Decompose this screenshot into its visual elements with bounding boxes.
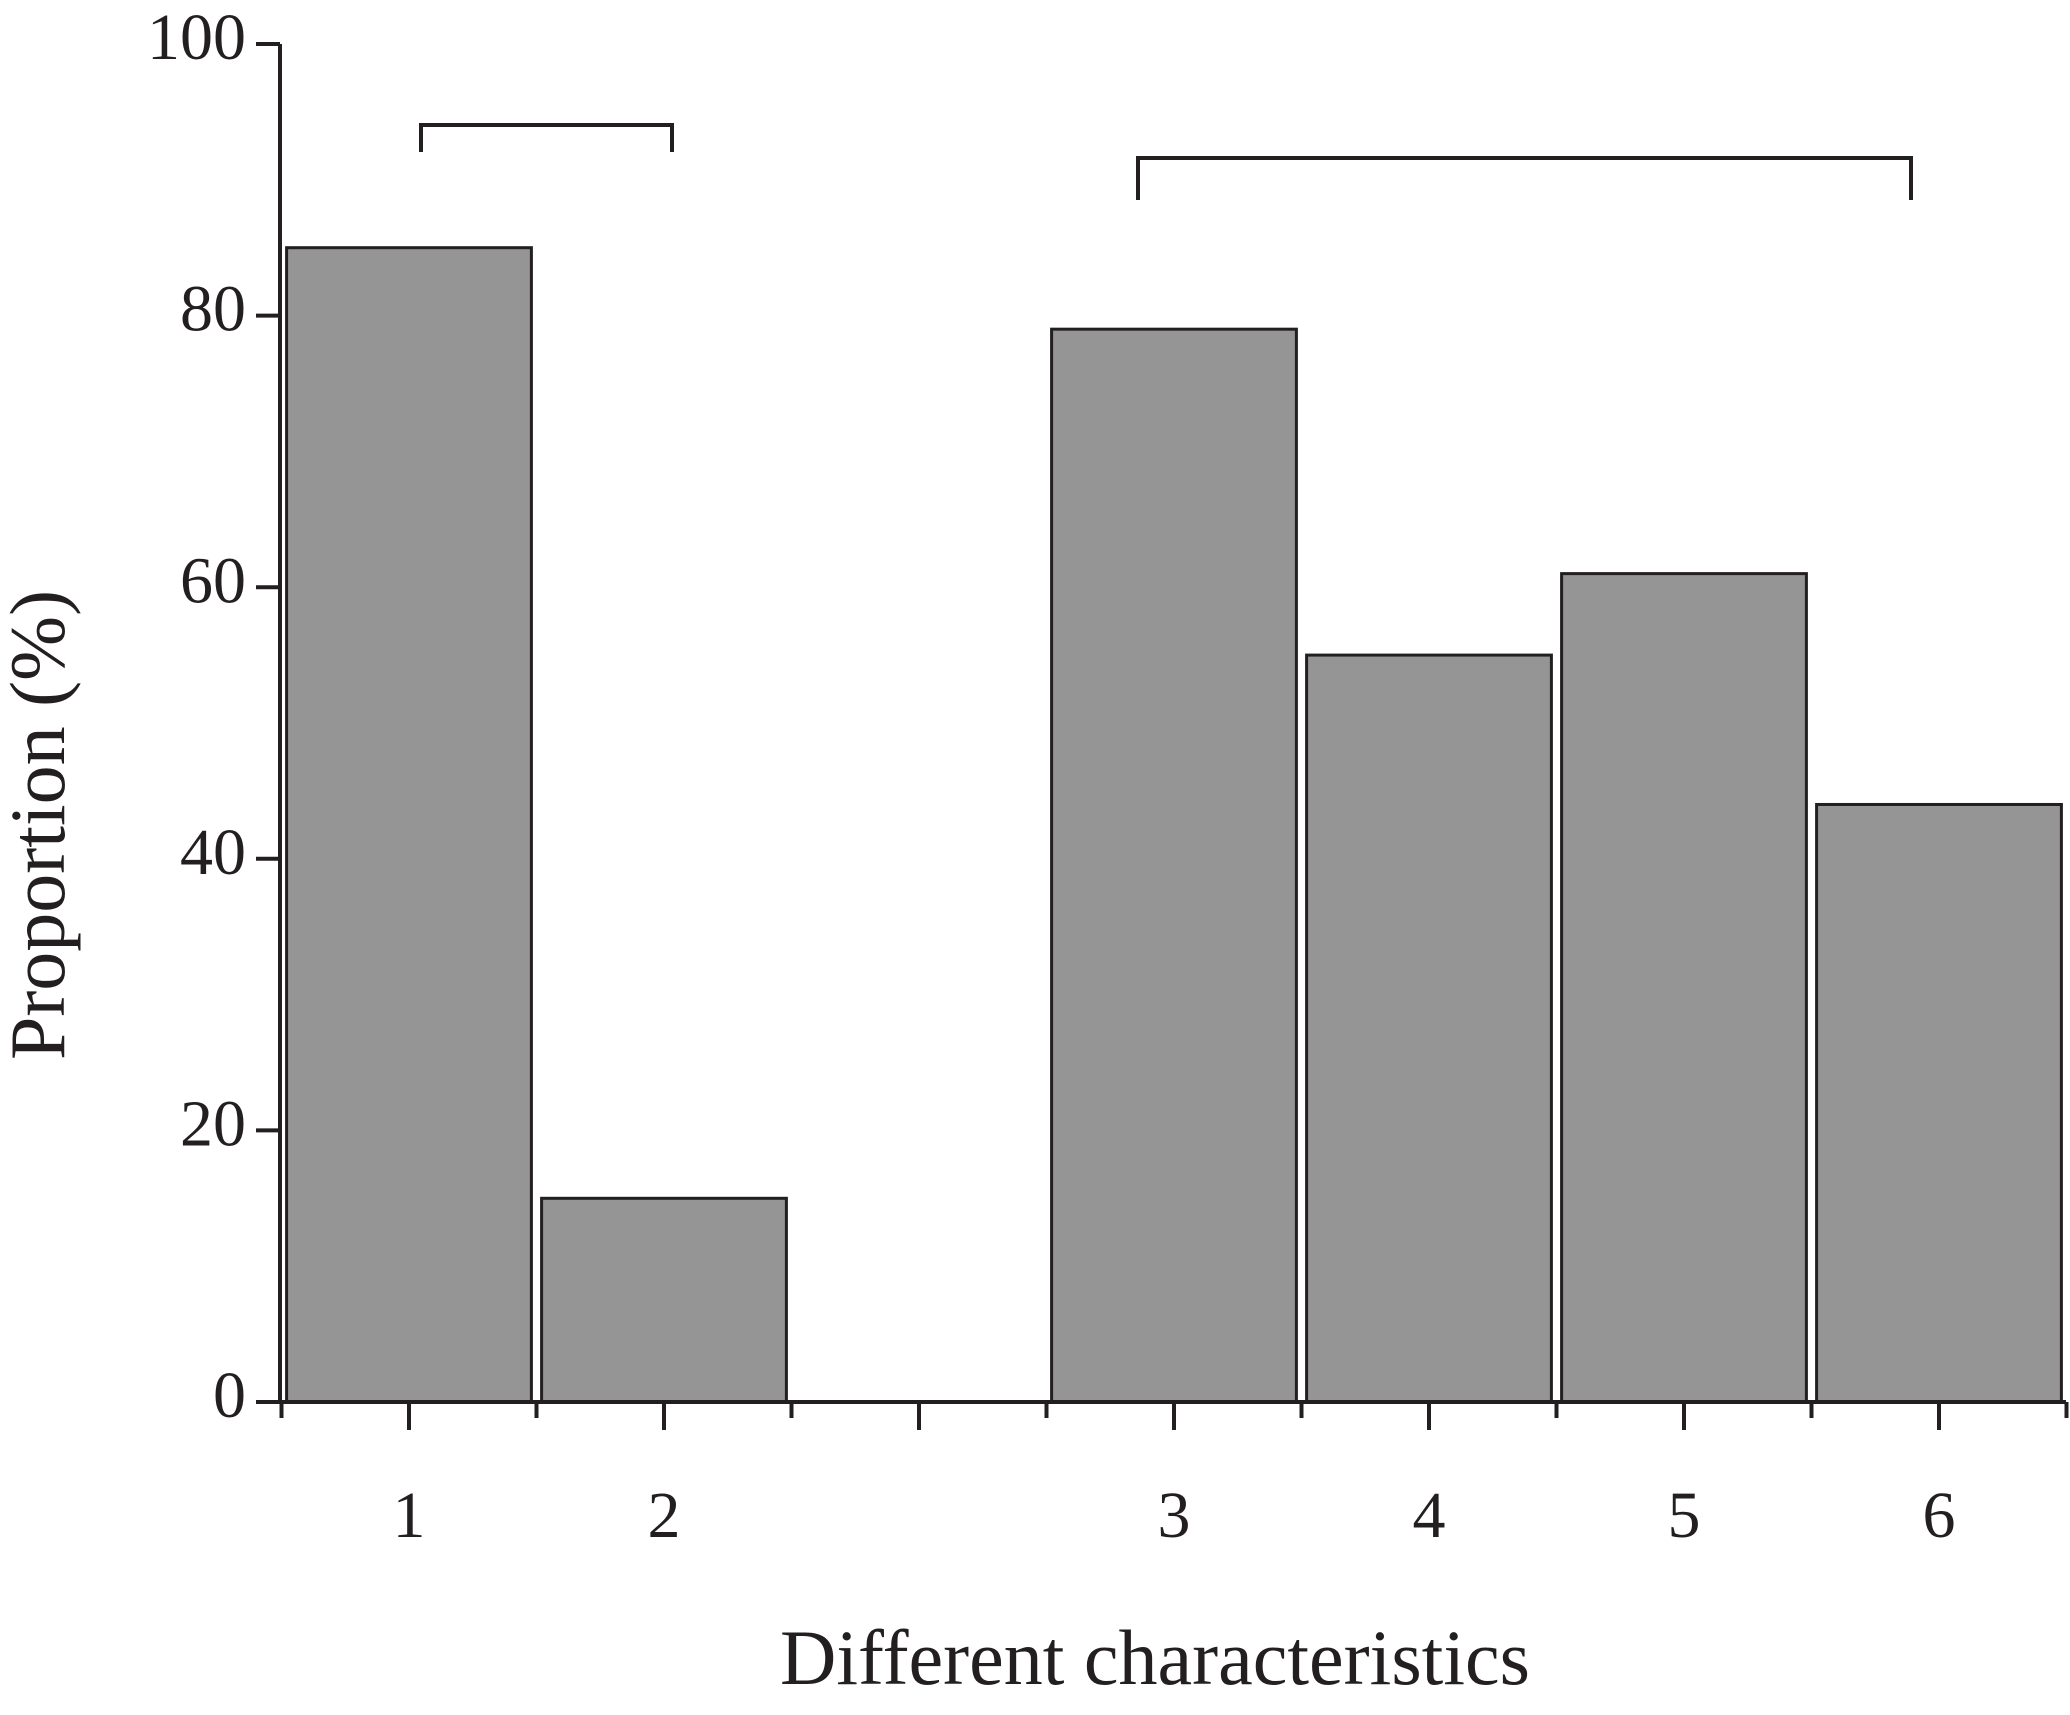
bar xyxy=(1560,572,1808,1404)
x-axis-title: Different characteristics xyxy=(780,1614,1530,1701)
y-axis-title: Proportion (%) xyxy=(0,590,81,1060)
x-tick-label: 2 xyxy=(648,1479,681,1552)
bar xyxy=(540,1196,788,1404)
bar xyxy=(1815,802,2063,1404)
y-tick-label: 20 xyxy=(180,1088,246,1161)
y-tick-label: 100 xyxy=(147,1,246,74)
x-tick-label: 1 xyxy=(393,1479,426,1552)
bar xyxy=(285,246,533,1404)
x-tick-label: 6 xyxy=(1923,1479,1956,1552)
x-tick-label: 5 xyxy=(1668,1479,1701,1552)
y-tick-label: 0 xyxy=(213,1359,246,1432)
bar xyxy=(1050,327,1298,1404)
y-tick-label: 40 xyxy=(180,816,246,889)
bar xyxy=(1305,653,1553,1404)
x-tick-label: 3 xyxy=(1158,1479,1191,1552)
y-tick-label: 60 xyxy=(180,544,246,617)
x-tick-label: 4 xyxy=(1413,1479,1446,1552)
group-bracket xyxy=(419,123,674,152)
group-bracket xyxy=(1136,156,1913,200)
y-tick-label: 80 xyxy=(180,273,246,346)
